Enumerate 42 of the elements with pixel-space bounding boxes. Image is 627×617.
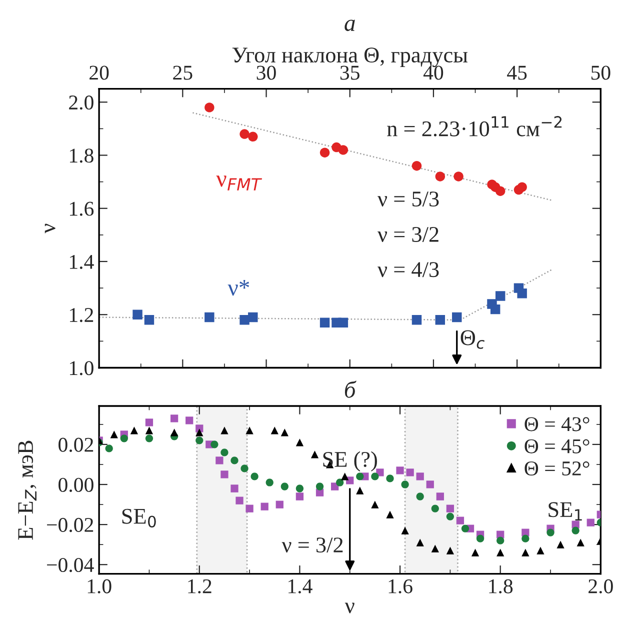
y-tick-label: 1.0: [70, 361, 94, 376]
x-tick-label: 50: [591, 66, 610, 80]
x-tick-label: 1.8: [489, 579, 513, 594]
series-label: ν$_{FMT}$: [216, 176, 262, 190]
annotation: SE$_{1}$: [548, 502, 582, 521]
x-tick-label: 30: [256, 66, 276, 80]
ref-line-label: Θ$_{c}$: [460, 330, 484, 349]
x-tick-label: 35: [340, 66, 360, 80]
y-tick-label: −0.04: [47, 558, 94, 572]
chart-title: а: [344, 20, 355, 32]
annotation: ν = 4/3: [378, 262, 439, 278]
y-tick-label: 2.0: [69, 96, 94, 110]
y-tick-label: −0.02: [47, 518, 94, 532]
y-tick-label: 1.6: [70, 202, 94, 216]
x-tick-label: 1.2: [188, 579, 212, 594]
y-tick-label: 1.2: [70, 308, 94, 322]
x-tick-label: 45: [507, 66, 527, 80]
x-tick-label: 20: [90, 66, 109, 80]
annotation: SE$_{0}$: [122, 508, 156, 528]
annotation: SE (?): [323, 451, 377, 472]
x-tick-label: 1.6: [388, 579, 412, 594]
series-label: ν*: [228, 280, 250, 296]
x-tick-label: 1.4: [288, 579, 312, 594]
legend-label: Θ = 43°: [524, 417, 590, 432]
y-tick-label: 0.00: [58, 478, 94, 492]
annotation: n = 2.23·10$^{11}$ см$^{−2}$: [387, 116, 562, 136]
y-tick-label: 1.4: [70, 254, 94, 270]
ref-line-label: ν = 3/2: [282, 538, 343, 553]
annotation: ν = 5/3: [378, 192, 439, 207]
y-axis-title: E−E$_{Z}$, мэВ: [18, 440, 36, 540]
y-axis-title: ν: [44, 224, 56, 234]
annotation: ν = 3/2: [378, 227, 438, 242]
x-tick-label: 25: [173, 66, 192, 80]
chart-title: б: [344, 380, 356, 398]
legend-label: Θ = 52°: [524, 461, 590, 476]
legend-label: Θ = 45°: [524, 439, 590, 454]
x-tick-label: 40: [423, 66, 444, 80]
y-tick-label: 1.8: [70, 148, 94, 163]
x-tick-label: 1.0: [88, 579, 112, 594]
y-tick-label: 0.02: [58, 438, 94, 452]
x-axis-title: ν: [344, 602, 354, 614]
x-tick-label: 2.0: [588, 579, 613, 594]
